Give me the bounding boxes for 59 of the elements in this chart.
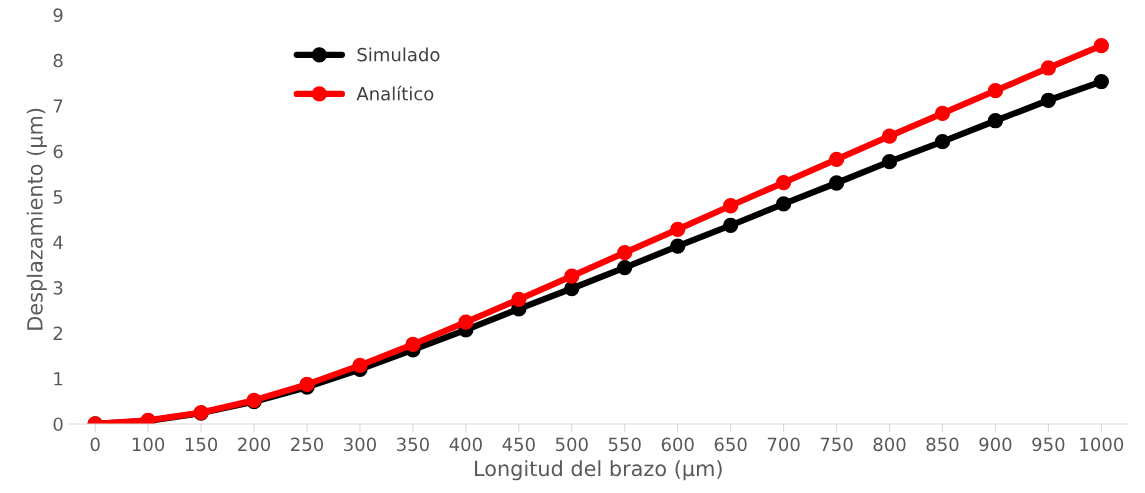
y-tick-label: 9 — [53, 8, 63, 22]
point — [670, 238, 686, 254]
point — [723, 217, 739, 233]
point — [775, 174, 792, 191]
y-tick-label: 3 — [53, 281, 63, 295]
point — [1040, 60, 1057, 76]
point — [352, 357, 368, 373]
x-tick-label: 800 — [873, 437, 906, 452]
point — [934, 133, 951, 150]
point — [1093, 38, 1109, 54]
x-tick-label: 650 — [714, 437, 747, 452]
x-tick-label: 0 — [90, 437, 100, 452]
x-tick-label: 750 — [820, 437, 853, 452]
point — [1040, 92, 1057, 108]
point — [670, 221, 686, 238]
y-tick-label: 2 — [53, 326, 63, 340]
point — [987, 113, 1004, 129]
y-tick-label: 5 — [53, 190, 63, 204]
legend-label: Simulado — [357, 47, 440, 62]
point — [775, 196, 792, 212]
x-tick-label: 100 — [132, 437, 165, 452]
y-tick-label: 4 — [53, 235, 63, 249]
point — [617, 259, 633, 276]
x-tick-label: 700 — [767, 437, 800, 452]
x-tick-label: 400 — [449, 437, 482, 452]
x-tick-label: 150 — [185, 437, 218, 452]
y-tick-label: 0 — [53, 417, 63, 432]
x-tick-label: 1000 — [1080, 437, 1124, 452]
x-tick-label: 450 — [502, 437, 535, 452]
x-tick-label: 250 — [291, 437, 324, 452]
point — [405, 336, 421, 353]
point — [934, 105, 951, 122]
x-tick-label: 500 — [555, 437, 588, 452]
point — [564, 268, 580, 284]
y-tick-label: 6 — [53, 144, 63, 159]
point — [723, 198, 739, 214]
point — [511, 291, 527, 308]
x-tick-label: 900 — [979, 437, 1012, 452]
x-tick-label: 550 — [608, 437, 641, 452]
x-tick-label: 850 — [926, 437, 959, 452]
y-axis-title: Desplazamiento (µm) — [26, 108, 47, 330]
x-axis-title: Longitud del brazo (µm) — [475, 460, 722, 481]
point — [828, 151, 845, 168]
point — [881, 128, 898, 144]
point — [1093, 73, 1109, 90]
point — [987, 83, 1004, 99]
x-tick-label: 350 — [397, 437, 429, 452]
x-tick-label: 200 — [238, 437, 271, 452]
point — [458, 314, 474, 330]
legend-label: Analítico — [356, 85, 434, 101]
point — [881, 154, 898, 170]
x-tick-label: 600 — [661, 437, 694, 452]
point — [617, 244, 633, 261]
y-tick-label: 7 — [53, 99, 63, 113]
y-tick-label: 8 — [53, 53, 63, 68]
x-tick-label: 950 — [1032, 437, 1065, 452]
point — [828, 175, 845, 191]
x-tick-label: 300 — [344, 437, 376, 452]
y-tick-label: 1 — [54, 372, 63, 386]
